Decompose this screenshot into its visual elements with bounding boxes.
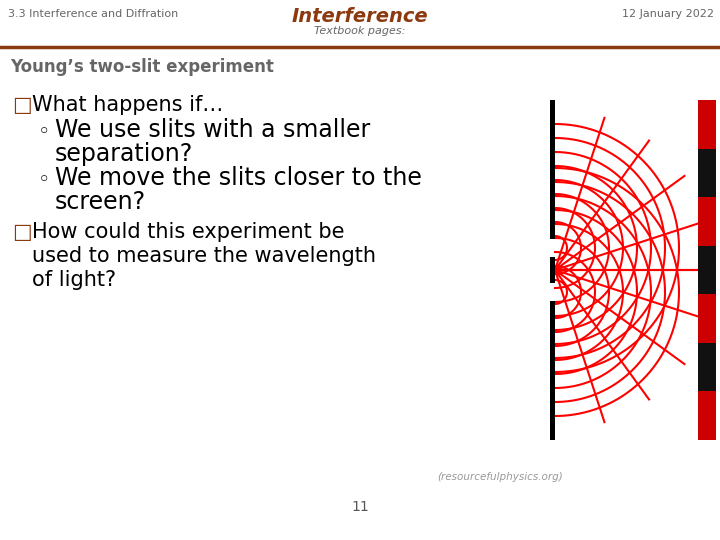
Bar bbox=[550, 257, 555, 283]
Bar bbox=[698, 343, 716, 391]
Text: screen?: screen? bbox=[55, 190, 146, 214]
Text: Textbook pages:: Textbook pages: bbox=[315, 26, 405, 36]
Text: 11: 11 bbox=[351, 500, 369, 514]
Text: ◦: ◦ bbox=[38, 122, 50, 142]
Bar bbox=[698, 148, 716, 197]
Text: We use slits with a smaller: We use slits with a smaller bbox=[55, 118, 370, 142]
Text: used to measure the wavelength: used to measure the wavelength bbox=[32, 246, 376, 266]
Bar bbox=[698, 392, 716, 440]
Text: What happens if…: What happens if… bbox=[32, 95, 223, 115]
Text: How could this experiment be: How could this experiment be bbox=[32, 222, 344, 242]
Text: 3.3 Interference and Diffration: 3.3 Interference and Diffration bbox=[8, 9, 179, 19]
Text: of light?: of light? bbox=[32, 270, 116, 290]
Bar bbox=[698, 100, 716, 149]
Bar bbox=[550, 301, 555, 440]
Bar bbox=[698, 197, 716, 246]
Bar bbox=[698, 294, 716, 343]
Text: Interference: Interference bbox=[292, 7, 428, 26]
Text: □: □ bbox=[12, 95, 32, 115]
Text: (resourcefulphysics.org): (resourcefulphysics.org) bbox=[437, 472, 563, 482]
Text: ◦: ◦ bbox=[38, 170, 50, 190]
Bar bbox=[550, 100, 555, 239]
Text: separation?: separation? bbox=[55, 142, 193, 166]
Text: 12 January 2022: 12 January 2022 bbox=[622, 9, 714, 19]
Text: We move the slits closer to the: We move the slits closer to the bbox=[55, 166, 422, 190]
Text: Young’s two-slit experiment: Young’s two-slit experiment bbox=[10, 58, 274, 76]
Text: □: □ bbox=[12, 222, 32, 242]
Bar bbox=[698, 246, 716, 294]
